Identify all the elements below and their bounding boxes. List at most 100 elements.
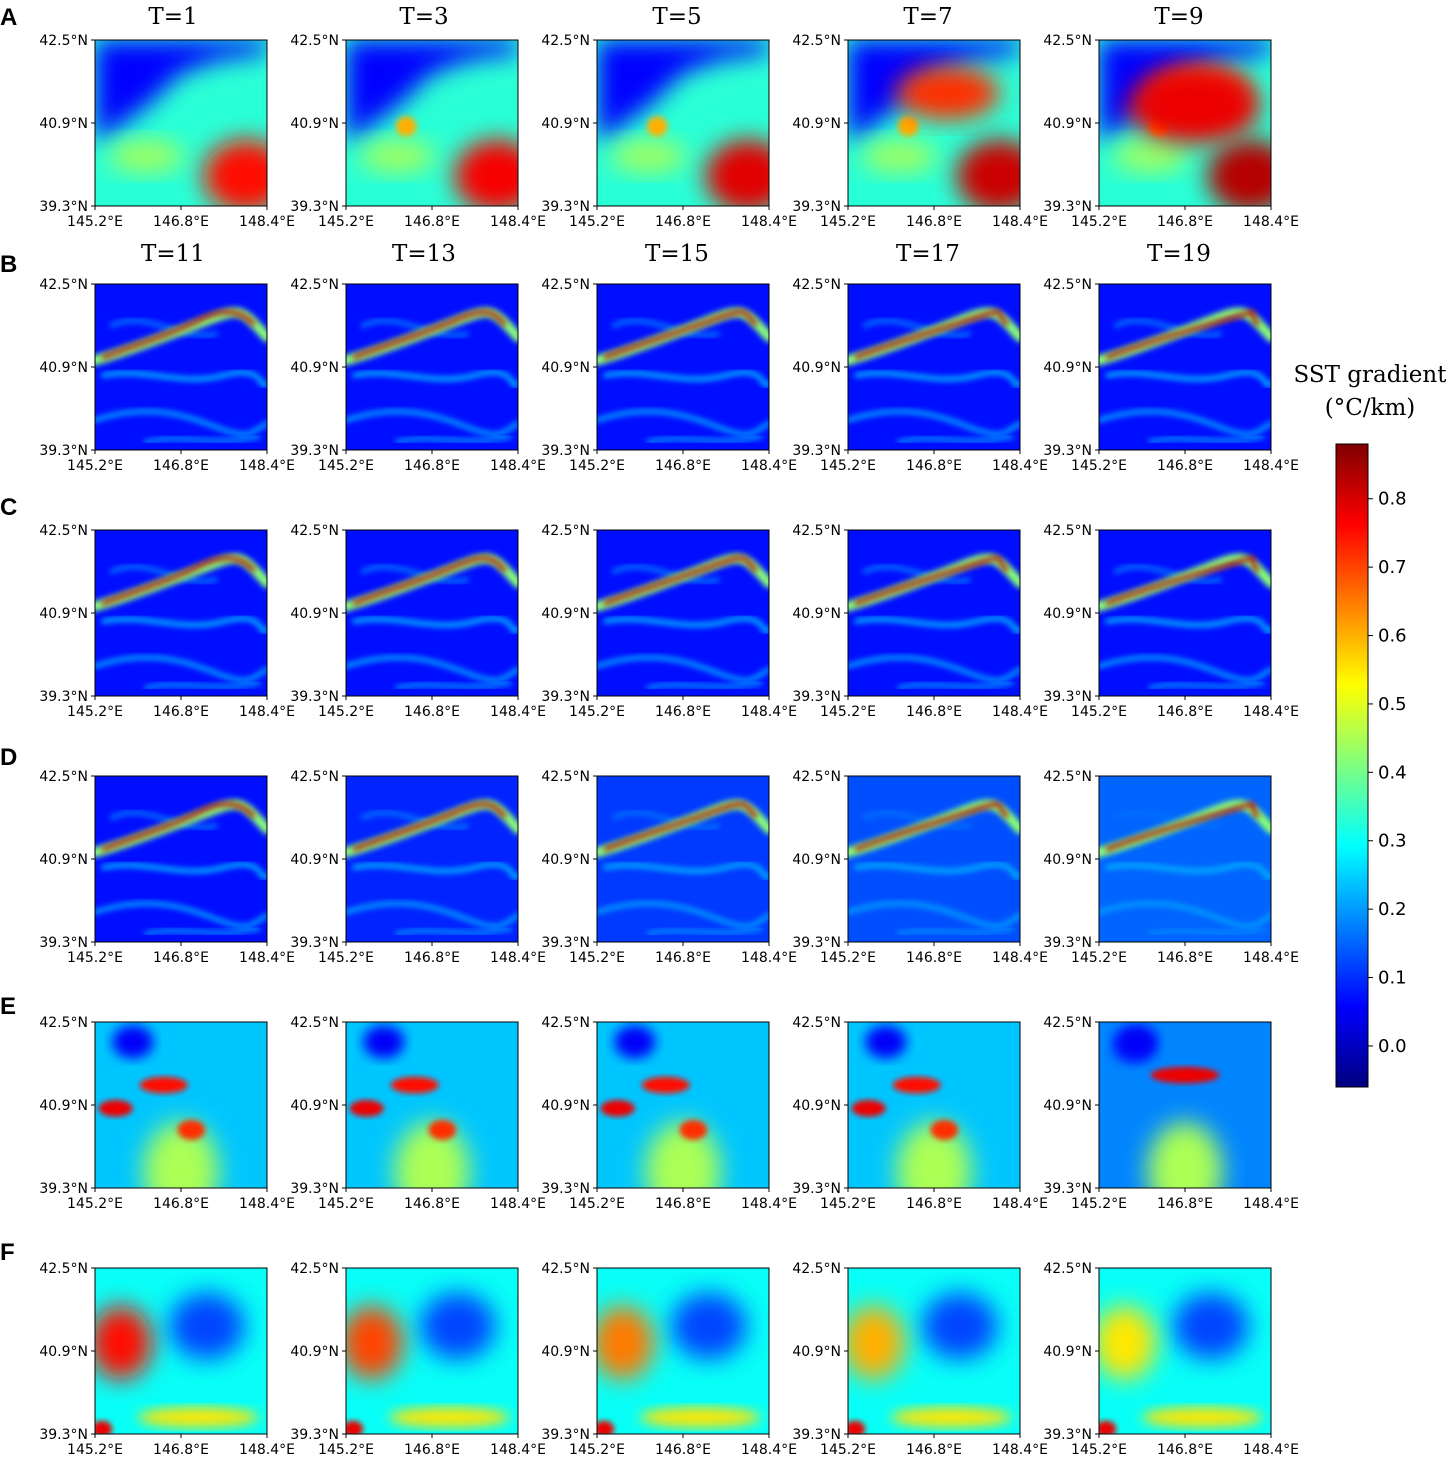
y-tick-label: 40.9°N — [290, 1098, 339, 1114]
y-tick-label: 40.9°N — [541, 360, 590, 376]
y-tick-label: 42.5°N — [541, 1261, 590, 1277]
x-tick-label: 145.2°E — [569, 1442, 625, 1458]
x-tick-label: 145.2°E — [1071, 214, 1127, 230]
x-tick-label: 148.4°E — [992, 704, 1048, 720]
x-tick-label: 145.2°E — [820, 704, 876, 720]
heatmap-field — [1099, 1022, 1271, 1188]
y-tick-label: 42.5°N — [1043, 1261, 1092, 1277]
y-tick-label: 40.9°N — [541, 116, 590, 132]
y-tick-label: 40.9°N — [541, 1098, 590, 1114]
row-label-D: D — [0, 744, 17, 771]
x-tick-label: 145.2°E — [318, 950, 374, 966]
y-tick-label: 39.3°N — [39, 1181, 88, 1197]
x-tick-label: 146.8°E — [655, 950, 711, 966]
column-title: T=15 — [645, 241, 709, 267]
x-tick-label: 145.2°E — [67, 214, 123, 230]
column-title: T=7 — [903, 4, 952, 30]
y-tick-label: 42.5°N — [792, 769, 841, 785]
y-tick-label: 39.3°N — [1043, 443, 1092, 459]
colorbar: SST gradient (°C/km) 0.8 0.7 0.6 0.5 0.4 0.3 0.2… — [1294, 362, 1446, 1088]
x-tick-label: 145.2°E — [1071, 950, 1127, 966]
x-tick-label: 148.4°E — [490, 950, 546, 966]
colorbar-label: SST gradient — [1294, 362, 1446, 388]
y-tick-label: 39.3°N — [39, 443, 88, 459]
x-tick-label: 145.2°E — [1071, 1196, 1127, 1212]
x-tick-label: 148.4°E — [741, 704, 797, 720]
y-tick-label: 42.5°N — [39, 1015, 88, 1031]
y-tick-label: 40.9°N — [792, 852, 841, 868]
y-tick-label: 42.5°N — [1043, 523, 1092, 539]
x-tick-label: 148.4°E — [992, 458, 1048, 474]
y-tick-label: 42.5°N — [290, 523, 339, 539]
y-tick-label: 40.9°N — [792, 606, 841, 622]
y-tick-label: 39.3°N — [541, 935, 590, 951]
y-tick-label: 40.9°N — [1043, 852, 1092, 868]
x-tick-label: 146.8°E — [1157, 214, 1213, 230]
y-tick-label: 39.3°N — [290, 935, 339, 951]
y-tick-label: 40.9°N — [39, 360, 88, 376]
y-tick-label: 42.5°N — [290, 1261, 339, 1277]
y-tick-label: 42.5°N — [1043, 33, 1092, 49]
y-tick-label: 39.3°N — [290, 1427, 339, 1443]
x-tick-label: 146.8°E — [906, 458, 962, 474]
colorbar-tick-label: 0.6 — [1378, 626, 1407, 647]
y-tick-label: 42.5°N — [39, 33, 88, 49]
x-tick-label: 146.8°E — [153, 704, 209, 720]
y-tick-label: 39.3°N — [792, 199, 841, 215]
x-tick-label: 146.8°E — [655, 704, 711, 720]
y-tick-label: 42.5°N — [39, 277, 88, 293]
column-title: T=3 — [399, 4, 448, 30]
y-tick-label: 42.5°N — [792, 277, 841, 293]
heatmap-field — [848, 1022, 1020, 1188]
y-tick-label: 39.3°N — [792, 1427, 841, 1443]
x-tick-label: 145.2°E — [1071, 1442, 1127, 1458]
x-tick-label: 148.4°E — [992, 1196, 1048, 1212]
y-tick-label: 39.3°N — [39, 1427, 88, 1443]
y-tick-label: 39.3°N — [541, 199, 590, 215]
row-label-C: C — [0, 494, 17, 521]
x-tick-label: 145.2°E — [318, 704, 374, 720]
x-tick-label: 146.8°E — [655, 458, 711, 474]
y-tick-label: 39.3°N — [541, 689, 590, 705]
y-tick-label: 39.3°N — [290, 689, 339, 705]
y-tick-label: 42.5°N — [792, 1015, 841, 1031]
heatmap-field — [848, 776, 1020, 942]
column-title: T=11 — [141, 241, 205, 267]
heatmap-field — [346, 40, 518, 206]
colorbar-tick-label: 0.8 — [1378, 489, 1407, 510]
x-tick-label: 148.4°E — [239, 950, 295, 966]
heatmap-field — [346, 1022, 518, 1188]
colorbar-tick-label: 0.7 — [1378, 557, 1407, 578]
x-tick-label: 146.8°E — [153, 214, 209, 230]
x-tick-label: 146.8°E — [404, 458, 460, 474]
heatmap-field — [1099, 530, 1271, 696]
y-tick-label: 39.3°N — [1043, 1181, 1092, 1197]
heatmap-field — [597, 40, 769, 206]
row-label-F: F — [0, 1239, 15, 1266]
y-tick-label: 40.9°N — [541, 852, 590, 868]
y-tick-label: 42.5°N — [792, 33, 841, 49]
x-tick-label: 148.4°E — [490, 1196, 546, 1212]
x-tick-label: 148.4°E — [1243, 950, 1299, 966]
x-tick-label: 145.2°E — [569, 1196, 625, 1212]
x-tick-label: 146.8°E — [906, 214, 962, 230]
x-tick-label: 145.2°E — [67, 950, 123, 966]
x-tick-label: 146.8°E — [153, 950, 209, 966]
y-tick-label: 39.3°N — [290, 443, 339, 459]
x-tick-label: 146.8°E — [906, 1442, 962, 1458]
